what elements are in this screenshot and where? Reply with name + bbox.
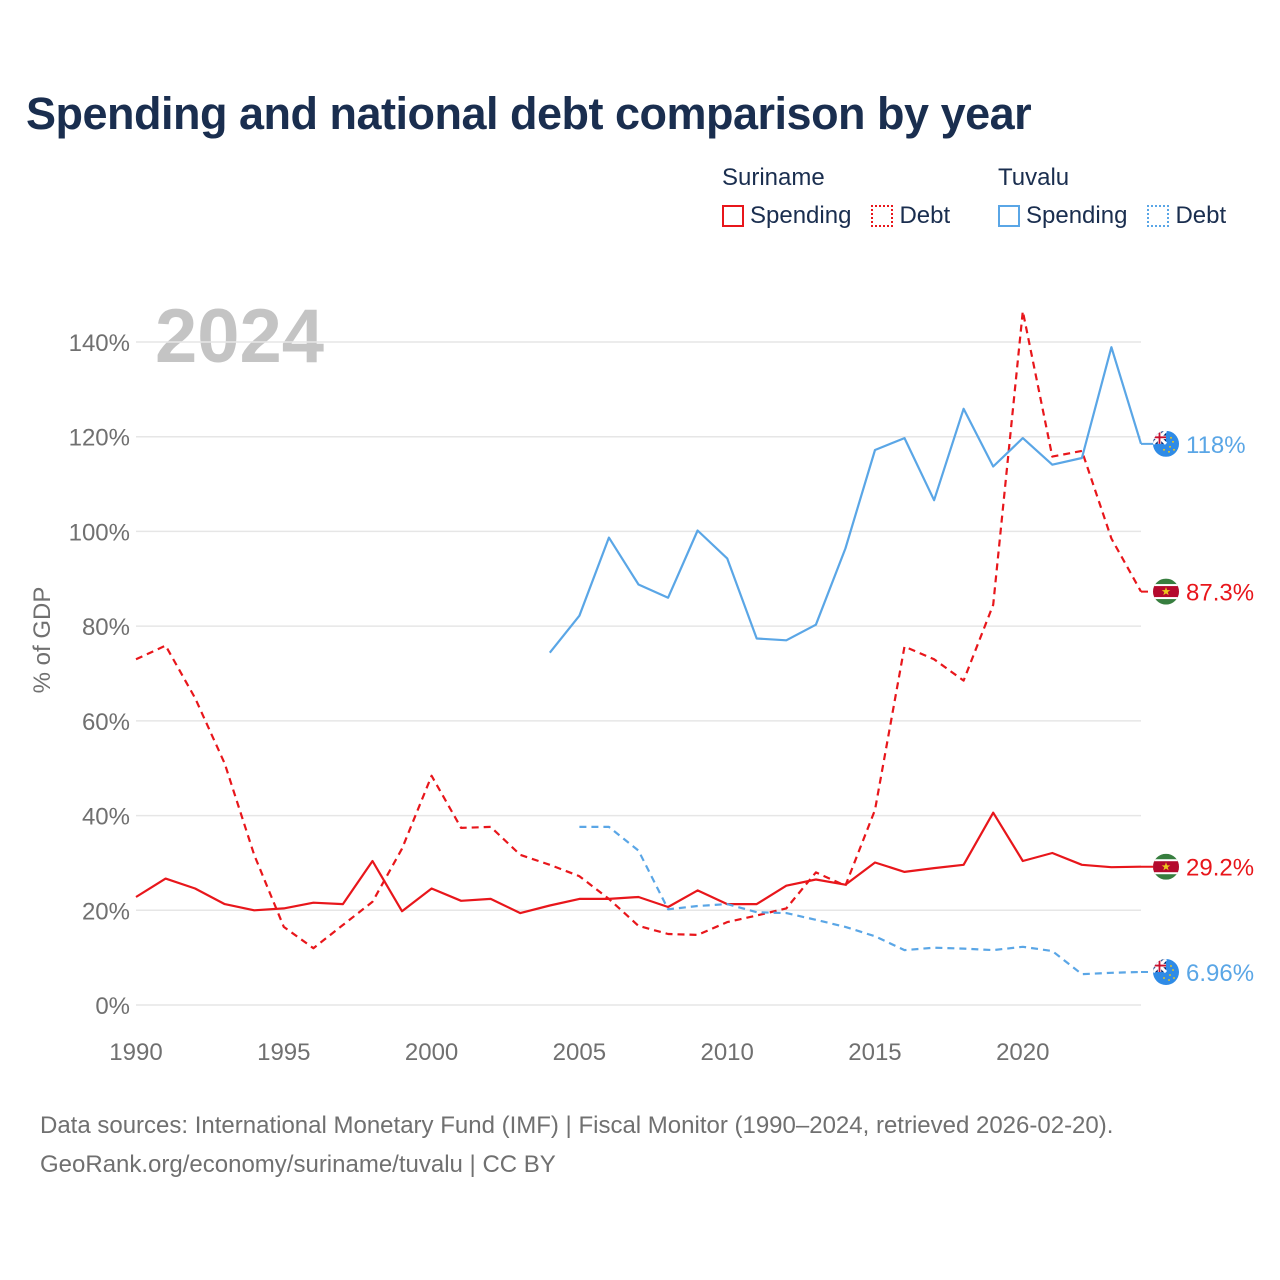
series-lines bbox=[135, 310, 1143, 976]
legend-label: Debt bbox=[1175, 202, 1227, 229]
y-tick-label: 40% bbox=[82, 804, 130, 831]
legend-item-suriname-debt[interactable]: Debt bbox=[871, 202, 950, 230]
y-axis-label: % of GDP bbox=[29, 587, 56, 694]
suriname-flag-icon bbox=[1153, 578, 1179, 605]
x-tick-label: 2015 bbox=[848, 1039, 901, 1066]
y-tick-label: 100% bbox=[69, 519, 130, 546]
tuvalu-flag-icon bbox=[1153, 430, 1179, 457]
y-axis-ticks: 0% 20% 40% 60% 80% 100% 120% 140% bbox=[69, 330, 130, 1020]
legend-label: Debt bbox=[899, 202, 951, 229]
x-tick-label: 2010 bbox=[700, 1039, 753, 1066]
end-value-label: 87.3% bbox=[1186, 580, 1254, 607]
y-tick-label: 60% bbox=[82, 709, 130, 736]
x-tick-label: 1995 bbox=[257, 1039, 310, 1066]
year-watermark: 2024 bbox=[155, 294, 324, 379]
x-tick-label: 2000 bbox=[405, 1039, 458, 1066]
x-axis-ticks: 1990 1995 2000 2005 2010 2015 2020 bbox=[109, 1039, 1049, 1066]
end-marker-suriname-debt: 87.3% bbox=[1141, 578, 1254, 607]
x-tick-label: 2020 bbox=[996, 1039, 1049, 1066]
legend-label: Spending bbox=[750, 202, 852, 229]
chart-title: Spending and national debt comparison by… bbox=[26, 88, 1032, 139]
swatch-dotted-blue-icon bbox=[1147, 205, 1170, 227]
end-value-label: 6.96% bbox=[1186, 960, 1254, 987]
end-marker-tuvalu-spending: 118% bbox=[1141, 430, 1246, 459]
swatch-solid-blue-icon bbox=[998, 205, 1020, 227]
y-tick-label: 80% bbox=[82, 614, 130, 641]
source-line-1: Data sources: International Monetary Fun… bbox=[40, 1112, 1114, 1139]
source-note: Data sources: International Monetary Fun… bbox=[40, 1106, 1113, 1184]
series-end-markers: 29.2% 87.3% 118% 6.96% bbox=[1141, 430, 1254, 987]
end-marker-tuvalu-debt: 6.96% bbox=[1141, 959, 1254, 987]
line-chart: 2024 0% 20% 40% 60% 80% 100% 120% 140% 1990 1995… bbox=[29, 294, 1254, 1066]
tuvalu-flag-icon bbox=[1153, 959, 1179, 986]
gridlines bbox=[136, 341, 1141, 1006]
suriname-flag-icon bbox=[1153, 853, 1179, 880]
legend-item-suriname-spending[interactable]: Spending bbox=[722, 202, 851, 230]
legend-group-suriname: Suriname Spending Debt bbox=[722, 160, 950, 230]
legend-item-tuvalu-spending[interactable]: Spending bbox=[998, 202, 1127, 230]
series-line-suriname-debt[interactable] bbox=[135, 310, 1142, 950]
x-tick-label: 1990 bbox=[109, 1039, 162, 1066]
end-value-label: 118% bbox=[1186, 432, 1246, 459]
end-marker-suriname-spending: 29.2% bbox=[1141, 853, 1254, 882]
series-line-tuvalu-debt[interactable] bbox=[579, 825, 1142, 976]
legend-group-name: Tuvalu bbox=[998, 164, 1070, 191]
swatch-dotted-red-icon bbox=[871, 205, 894, 227]
end-value-label: 29.2% bbox=[1186, 855, 1254, 882]
series-line-suriname-spending[interactable] bbox=[135, 811, 1142, 915]
y-tick-label: 120% bbox=[69, 425, 130, 452]
legend-group-name: Suriname bbox=[722, 164, 825, 191]
y-tick-label: 140% bbox=[69, 330, 130, 357]
legend-item-tuvalu-debt[interactable]: Debt bbox=[1147, 202, 1226, 230]
source-line-2: GeoRank.org/economy/suriname/tuvalu | CC… bbox=[40, 1151, 556, 1178]
swatch-solid-red-icon bbox=[722, 205, 744, 227]
legend-group-tuvalu: Tuvalu Spending Debt bbox=[998, 160, 1226, 230]
y-tick-label: 0% bbox=[95, 993, 130, 1020]
y-tick-label: 20% bbox=[82, 898, 130, 925]
legend-label: Spending bbox=[1026, 202, 1128, 229]
series-line-tuvalu-spending[interactable] bbox=[548, 346, 1143, 654]
x-tick-label: 2005 bbox=[553, 1039, 606, 1066]
